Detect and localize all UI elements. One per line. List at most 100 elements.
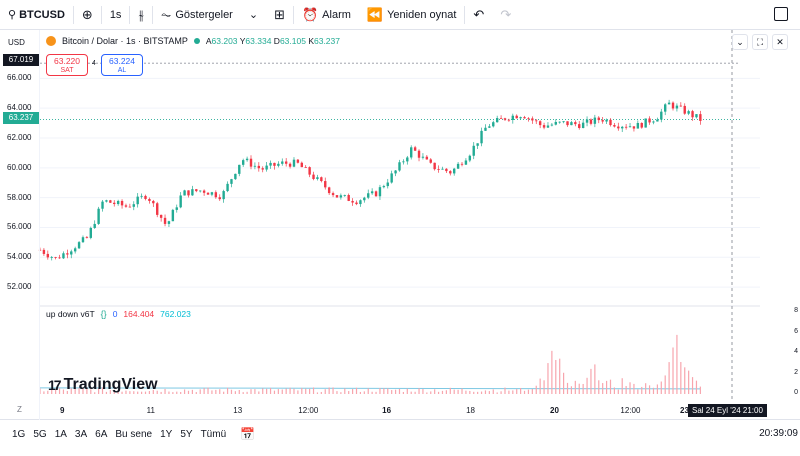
candle-body xyxy=(386,182,389,187)
candle-body xyxy=(85,237,89,239)
candle-body xyxy=(214,192,218,198)
candle-body xyxy=(484,127,487,131)
candle-body xyxy=(406,157,409,162)
maximize-pane-button[interactable]: ⛶ xyxy=(752,34,768,50)
tradingview-logo[interactable]: 17 TradingView xyxy=(48,376,158,394)
calendar-range-icon[interactable]: 📅 xyxy=(240,427,256,441)
symbol-title[interactable]: Bitcoin / Dolar · 1s · BITSTAMP xyxy=(62,36,188,46)
layouts-button[interactable]: ⊞ xyxy=(266,0,293,30)
close-pane-button[interactable]: ✕ xyxy=(772,34,788,50)
price-axis-left[interactable]: USD 67.019 66.000 64.000 62.000 60.000 58.00… xyxy=(0,30,40,420)
chevron-down-icon: ⌄ xyxy=(736,37,744,47)
range-button[interactable]: 1Y xyxy=(160,428,173,440)
candle-body xyxy=(324,181,327,188)
candle-body xyxy=(206,192,210,195)
range-button[interactable]: 5G xyxy=(33,428,47,440)
alarm-clock-icon: ⏰ xyxy=(301,6,319,22)
clock[interactable]: 20:39:09 xyxy=(759,428,798,439)
candle-body xyxy=(382,186,386,188)
candle-body xyxy=(175,207,178,210)
interval-button[interactable]: 1s xyxy=(102,0,130,30)
candle-body xyxy=(355,202,358,205)
range-button[interactable]: 3A xyxy=(74,428,88,440)
candle-body xyxy=(120,200,124,206)
candle-body xyxy=(284,161,288,164)
candle-body xyxy=(222,191,225,200)
candle-body xyxy=(226,183,229,192)
buy-price: 63.224 xyxy=(109,56,135,66)
candle-body xyxy=(359,200,362,205)
candle-body xyxy=(300,162,304,168)
buy-button[interactable]: 63.224 AL xyxy=(101,54,143,76)
candle-body xyxy=(468,155,472,161)
close-icon: ✕ xyxy=(776,37,784,47)
candle-body xyxy=(327,187,331,194)
candle-body xyxy=(601,120,604,122)
add-symbol-button[interactable]: ⊕ xyxy=(74,0,101,30)
alert-button[interactable]: ⏰ Alarm xyxy=(294,0,359,30)
indicators-button[interactable]: ⏦ Göstergeler xyxy=(153,0,241,30)
sell-button[interactable]: 63.220 SAT xyxy=(46,54,88,76)
candle-body xyxy=(671,102,675,109)
candle-body xyxy=(644,118,647,128)
indicator-tick-label: 2 xyxy=(794,368,798,376)
indicator-value-1: 164.404 xyxy=(123,309,155,319)
buy-label: AL xyxy=(117,67,127,74)
currency-label[interactable]: USD xyxy=(8,38,25,47)
candle-body xyxy=(640,122,643,128)
candle-body xyxy=(413,147,417,151)
candle-body xyxy=(202,190,206,193)
candle-body xyxy=(554,121,557,125)
candle-body xyxy=(699,114,702,121)
maximize-icon: ⛶ xyxy=(756,37,764,47)
range-button[interactable]: 1G xyxy=(12,428,26,440)
replay-button[interactable]: ⏪ Yeniden oynat xyxy=(359,0,465,30)
candle-body xyxy=(507,119,511,121)
candle-body xyxy=(343,195,346,196)
code-braces-icon[interactable]: {} xyxy=(100,309,107,319)
candle-body xyxy=(183,190,186,196)
candle-body xyxy=(253,165,257,167)
range-button[interactable]: 1A xyxy=(54,428,67,440)
symbol-search[interactable]: ⚲ BTCUSD xyxy=(0,0,73,30)
candle-body xyxy=(191,189,194,196)
collapse-pane-button[interactable]: ⌄ xyxy=(732,34,748,50)
candle-body xyxy=(660,111,663,120)
ohlc-values: A63.203 Y63.334 D63.105 K63.237 xyxy=(206,36,340,46)
chart-canvas[interactable] xyxy=(0,30,800,402)
chevron-down-icon: ⌄ xyxy=(248,9,259,21)
candle-body xyxy=(429,159,432,163)
candle-body xyxy=(421,156,425,158)
candle-body xyxy=(456,163,460,169)
range-button[interactable]: 6A xyxy=(95,428,108,440)
indicators-dropdown[interactable]: ⌄ xyxy=(241,0,266,30)
high-value: 63.334 xyxy=(245,36,272,46)
chart-area[interactable]: USD 67.019 66.000 64.000 62.000 60.000 58.00… xyxy=(0,30,800,420)
timezone-button[interactable]: Z xyxy=(17,405,22,414)
divider xyxy=(151,5,153,24)
time-tick-label: 16 xyxy=(382,406,392,415)
range-button[interactable]: Bu sene xyxy=(115,428,153,440)
time-tick-label: 12:00 xyxy=(298,406,319,415)
candle-body xyxy=(605,119,608,122)
range-button[interactable]: 5Y xyxy=(180,428,193,440)
time-axis[interactable]: Z 9 11 13 12:00 16 18 20 12:00 23 Sal 24 Eyl '24… xyxy=(0,402,800,420)
candle-body xyxy=(531,118,534,121)
plus-circle-icon: ⊕ xyxy=(81,6,93,22)
candle-body xyxy=(628,126,632,128)
undo-button[interactable]: ↶ xyxy=(465,0,492,30)
sell-label: SAT xyxy=(60,67,74,74)
fullscreen-square-icon[interactable] xyxy=(774,7,788,21)
candle-body xyxy=(636,122,640,129)
price-tick-label: 54.000 xyxy=(7,252,32,262)
candle-body xyxy=(210,192,214,195)
chart-type-button[interactable]: ⫳ xyxy=(130,0,151,30)
candle-body xyxy=(38,249,42,251)
redo-button[interactable]: ↷ xyxy=(492,0,519,30)
candle-body xyxy=(265,165,268,170)
candle-body xyxy=(281,161,284,164)
range-button[interactable]: Tümü xyxy=(200,428,227,440)
indicator-name[interactable]: up down v6T xyxy=(46,309,95,319)
candle-body xyxy=(460,163,464,165)
chart-legend: Bitcoin / Dolar · 1s · BITSTAMP A63.203 … xyxy=(46,36,340,46)
